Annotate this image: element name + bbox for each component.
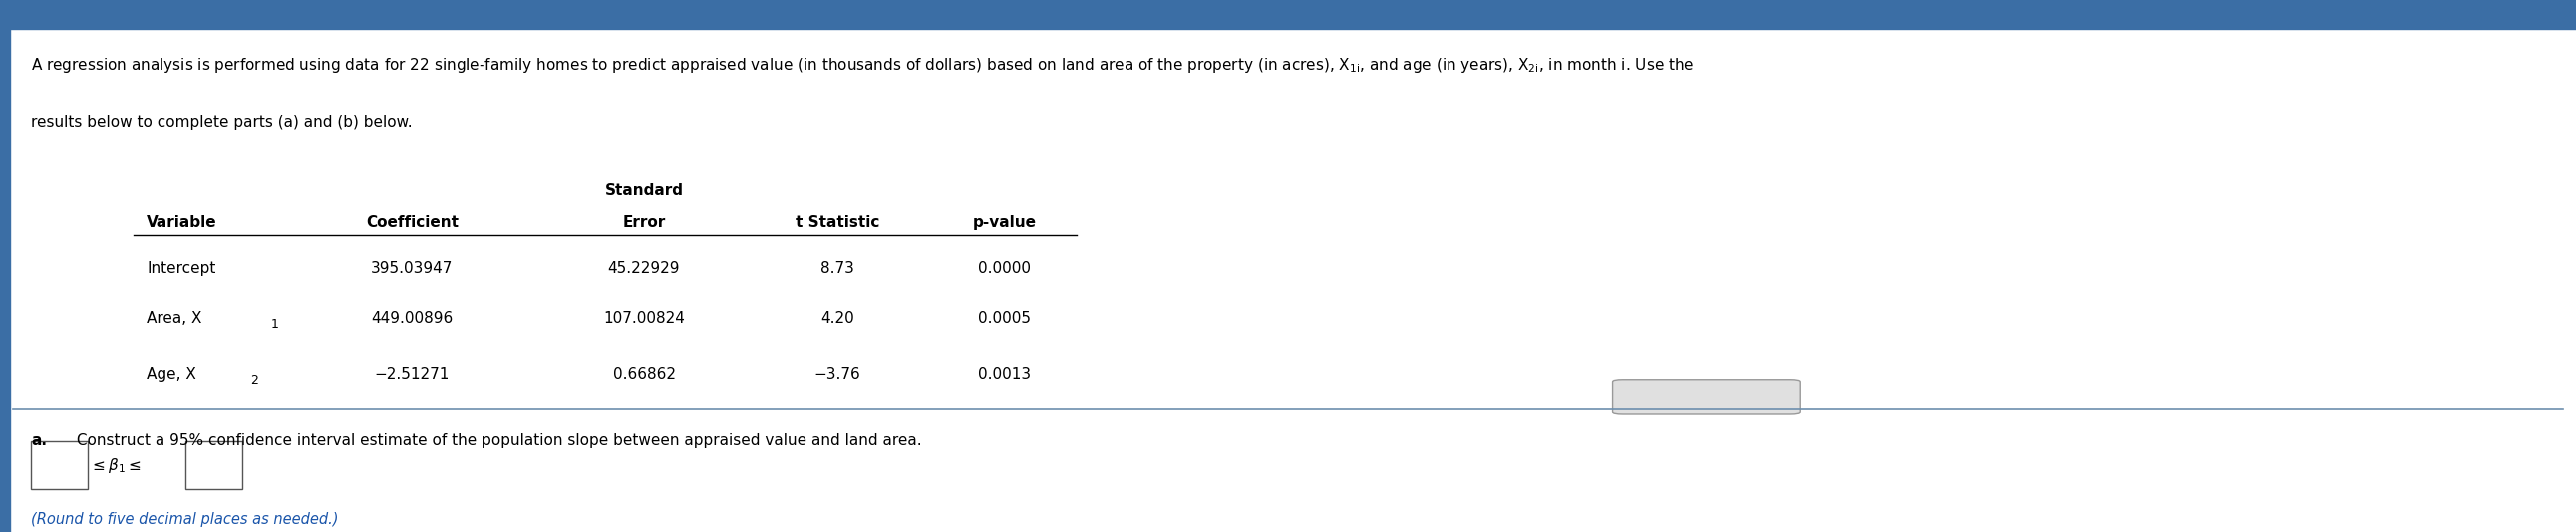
Bar [0, 0, 2576, 29]
Text: 395.03947: 395.03947 [371, 261, 453, 276]
Text: 8.73: 8.73 [819, 261, 855, 276]
Text: Standard: Standard [605, 184, 683, 198]
Text: Construct a 95% confidence interval estimate of the population slope between app: Construct a 95% confidence interval esti… [72, 434, 922, 448]
Text: t Statistic: t Statistic [796, 215, 878, 230]
Text: a.: a. [31, 434, 46, 448]
Text: 45.22929: 45.22929 [608, 261, 680, 276]
Text: results below to complete parts (a) and (b) below.: results below to complete parts (a) and … [31, 114, 412, 129]
Text: p-value: p-value [974, 215, 1036, 230]
Text: 107.00824: 107.00824 [603, 311, 685, 326]
Text: 1: 1 [270, 318, 278, 330]
FancyBboxPatch shape [31, 442, 88, 489]
Text: 449.00896: 449.00896 [371, 311, 453, 326]
Text: 0.66862: 0.66862 [613, 367, 675, 382]
Text: Error: Error [623, 215, 665, 230]
Text: Coefficient: Coefficient [366, 215, 459, 230]
Text: Age, X: Age, X [147, 367, 196, 382]
Text: (Round to five decimal places as needed.): (Round to five decimal places as needed.… [31, 512, 337, 527]
Text: $\leq\beta_1\leq$: $\leq\beta_1\leq$ [90, 456, 142, 475]
Text: A regression analysis is performed using data for 22 single-family homes to pred: A regression analysis is performed using… [31, 56, 1695, 75]
Text: −2.51271: −2.51271 [374, 367, 451, 382]
Text: 0.0000: 0.0000 [979, 261, 1030, 276]
Text: Variable: Variable [147, 215, 216, 230]
Text: 0.0013: 0.0013 [979, 367, 1030, 382]
Bar [0, 0, 10, 532]
Text: 4.20: 4.20 [819, 311, 855, 326]
FancyBboxPatch shape [185, 442, 242, 489]
Text: Intercept: Intercept [147, 261, 216, 276]
Text: 0.0005: 0.0005 [979, 311, 1030, 326]
FancyBboxPatch shape [1613, 379, 1801, 414]
Text: −3.76: −3.76 [814, 367, 860, 382]
Text: .....: ..... [1695, 392, 1716, 401]
Text: 2: 2 [250, 373, 258, 386]
Text: Area, X: Area, X [147, 311, 201, 326]
